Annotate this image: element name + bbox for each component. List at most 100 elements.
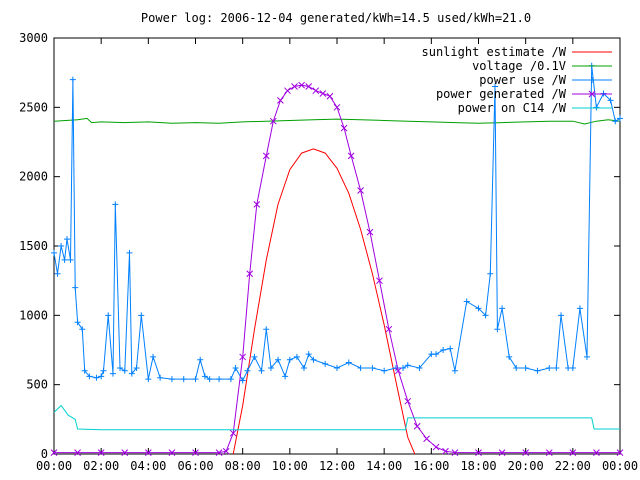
data-point (322, 360, 329, 367)
data-point (145, 376, 152, 383)
data-point (612, 118, 619, 125)
data-point (128, 370, 135, 377)
data-point (262, 152, 270, 160)
data-point (54, 270, 61, 277)
data-point (616, 449, 624, 456)
y-tick-label: 2000 (19, 170, 48, 184)
data-point (498, 449, 506, 456)
legend-marker (589, 77, 595, 83)
data-point (244, 367, 251, 374)
data-point (168, 376, 175, 383)
data-point (201, 373, 208, 380)
data-point (499, 305, 506, 312)
data-point (475, 449, 482, 456)
legend-marker (588, 90, 596, 98)
data-point (61, 256, 68, 263)
data-point (197, 356, 204, 363)
data-point (277, 97, 284, 104)
data-point (583, 353, 590, 360)
data-point (366, 228, 374, 236)
data-point (138, 312, 145, 319)
data-point (246, 270, 254, 278)
series-line (53, 404, 620, 431)
data-point (79, 326, 86, 333)
x-tick-label: 18:00 (460, 459, 496, 473)
data-point (284, 87, 291, 95)
data-point (180, 376, 187, 383)
data-point (144, 449, 152, 456)
chart-title: Power log: 2006-12-04 generated/kWh=14.5… (141, 11, 531, 25)
x-tick-label: 02:00 (83, 459, 119, 473)
data-point (404, 362, 411, 369)
data-point (305, 83, 313, 90)
data-point (432, 443, 440, 451)
x-tick-label: 16:00 (413, 459, 449, 473)
data-point (593, 449, 600, 456)
data-point (50, 449, 58, 456)
data-point (553, 365, 560, 372)
data-point (93, 374, 100, 381)
x-tick-label: 00:00 (36, 459, 72, 473)
legend-label: power use /W (479, 73, 566, 87)
y-tick-label: 2500 (19, 100, 48, 114)
data-point (51, 249, 57, 256)
data-point (239, 353, 247, 361)
data-point (112, 201, 119, 208)
data-point (286, 356, 293, 363)
data-point (69, 76, 76, 83)
data-point (109, 370, 116, 377)
data-point (298, 81, 305, 89)
data-point (216, 376, 223, 383)
x-tick-label: 00:00 (602, 459, 638, 473)
data-point (74, 449, 81, 456)
data-point (98, 373, 105, 380)
data-point (86, 373, 93, 380)
data-point (97, 449, 105, 456)
series-line (53, 65, 621, 382)
data-point (487, 270, 494, 277)
data-point (442, 447, 449, 455)
data-point (74, 319, 81, 326)
data-point (357, 187, 364, 194)
data-point (239, 377, 246, 384)
data-point (253, 201, 261, 208)
legend-label: voltage /0.1V (472, 59, 566, 73)
data-point (300, 365, 307, 372)
data-point (150, 353, 157, 360)
data-point (482, 312, 489, 319)
y-tick-label: 1500 (19, 239, 48, 253)
x-tick-label: 14:00 (366, 459, 402, 473)
series-line (232, 148, 416, 455)
data-point (506, 353, 513, 360)
y-tick-label: 500 (26, 378, 48, 392)
series-sunlight-estimate-w (232, 148, 416, 455)
legend-label: power generated /W (436, 87, 567, 101)
y-tick-label: 3000 (19, 31, 48, 45)
data-point (63, 236, 70, 243)
data-point (607, 97, 614, 104)
data-point (381, 367, 388, 374)
data-point (269, 117, 277, 125)
data-point (569, 365, 576, 372)
data-point (534, 367, 541, 374)
y-axis: 0 500 1000 1500 2000 2500 3000 (19, 31, 620, 461)
data-point (58, 243, 65, 249)
data-point (492, 83, 499, 90)
data-point (291, 83, 298, 90)
x-tick-label: 10:00 (272, 459, 308, 473)
data-point (333, 103, 341, 111)
data-point (157, 374, 164, 381)
data-point (121, 449, 129, 456)
legend-label: power on C14 /W (458, 101, 567, 115)
data-point (385, 325, 393, 333)
series-power-on-c14-w (53, 404, 620, 431)
data-point (121, 367, 128, 374)
series-line (53, 117, 621, 125)
data-point (319, 90, 327, 97)
data-point (440, 347, 447, 353)
data-point (293, 353, 300, 360)
data-point (494, 326, 501, 333)
data-point (347, 152, 355, 160)
data-point (251, 353, 258, 360)
